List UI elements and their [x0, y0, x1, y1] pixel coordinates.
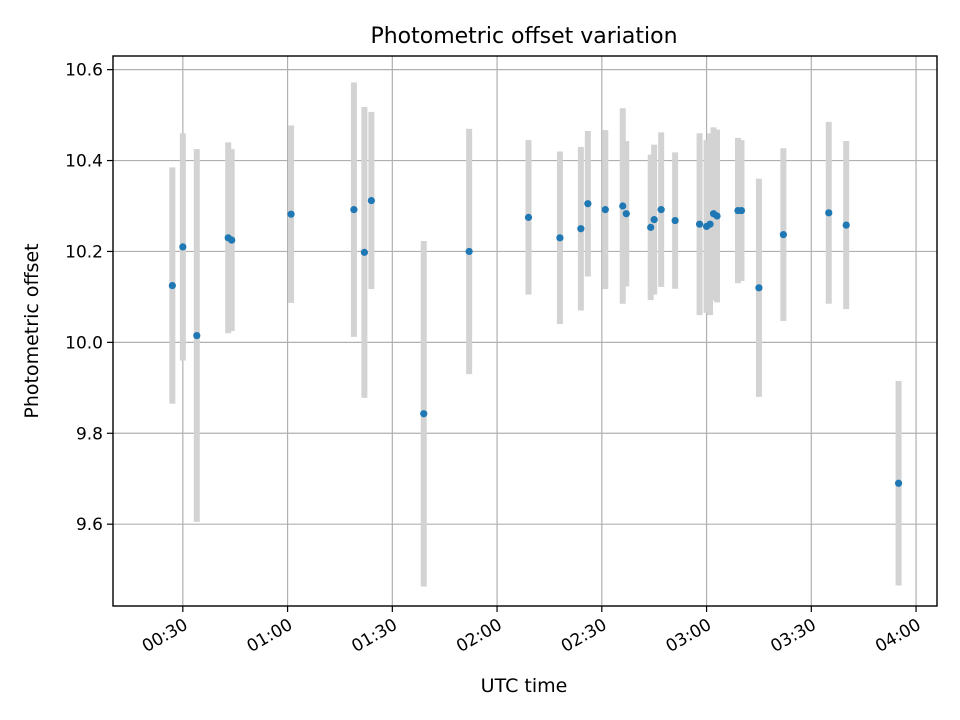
data-point [168, 281, 176, 290]
data-point [179, 243, 187, 251]
data-point [657, 206, 665, 214]
y-tick-label: 9.8 [76, 424, 103, 444]
y-tick-label: 9.6 [76, 515, 103, 535]
chart-title: Photometric offset variation [370, 24, 677, 49]
data-point [842, 221, 850, 229]
data-point [706, 220, 714, 228]
data-point [360, 248, 368, 256]
data-point [524, 213, 533, 221]
data-point [713, 212, 721, 220]
data-point [779, 231, 787, 239]
data-point [619, 202, 627, 210]
x-tick-label: 01:00 [244, 615, 296, 657]
plot-frame [112, 55, 938, 607]
y-tick-label: 10.4 [65, 152, 103, 172]
data-point [737, 206, 746, 215]
error-bars [169, 82, 902, 587]
y-axis-ticks: 9.6 9.8 10.0 10.2 10.4 10.6 [65, 61, 113, 535]
x-axis-ticks: 00:30 01:00 01:30 02:00 02:30 03:00 03:30 04:00 [139, 606, 925, 657]
data-point [825, 209, 833, 217]
data-point [647, 223, 655, 231]
y-tick-label: 10.0 [65, 333, 103, 353]
x-tick-label: 02:30 [558, 615, 610, 657]
data-point [584, 200, 592, 208]
data-point [755, 284, 763, 292]
y-axis-label: Photometric offset [21, 243, 43, 418]
data-point [671, 216, 679, 225]
x-tick-label: 03:30 [767, 615, 819, 657]
data-point [350, 206, 358, 214]
x-tick-label: 02:00 [453, 615, 505, 657]
x-tick-label: 04:00 [872, 615, 924, 657]
x-tick-label: 01:30 [348, 615, 400, 657]
data-point [894, 479, 903, 487]
data-point [556, 234, 564, 242]
data-point [577, 225, 585, 233]
data-point [287, 210, 295, 218]
data-points [168, 196, 903, 487]
x-axis-label: UTC time [481, 675, 568, 697]
data-point [601, 206, 609, 214]
grid-lines [113, 56, 937, 606]
x-tick-label: 00:30 [139, 615, 191, 657]
data-point [622, 210, 630, 218]
data-point [650, 216, 658, 224]
data-point [465, 247, 473, 256]
y-tick-label: 10.6 [65, 61, 103, 81]
data-point [367, 196, 375, 205]
data-point [695, 220, 704, 228]
data-point [228, 236, 236, 244]
data-point [420, 410, 428, 418]
x-tick-label: 03:00 [663, 615, 715, 657]
data-point [193, 331, 201, 340]
y-tick-label: 10.2 [65, 242, 103, 262]
